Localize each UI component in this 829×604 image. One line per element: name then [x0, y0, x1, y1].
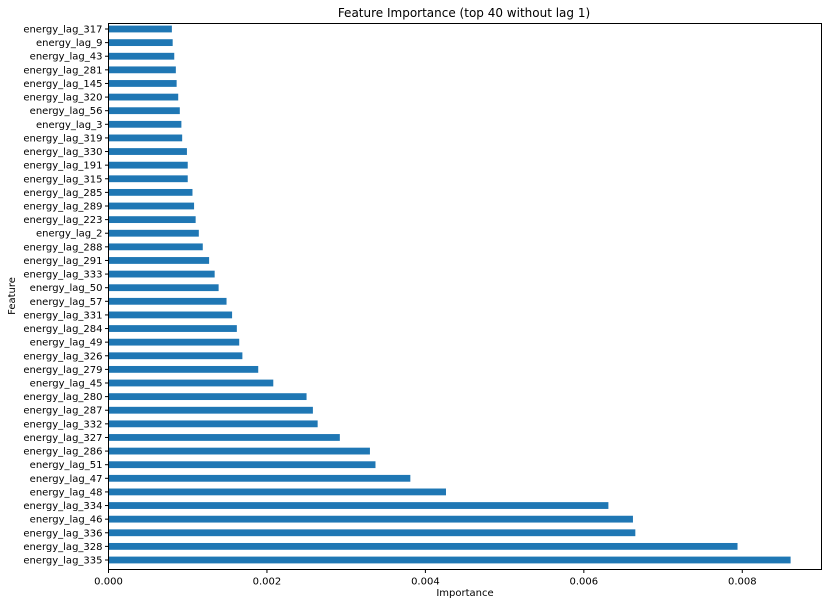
- bar-energy-lag-285: [108, 188, 193, 196]
- bar-energy-lag-336: [108, 529, 636, 537]
- chart-title: Feature Importance (top 40 without lag 1…: [338, 6, 590, 20]
- x-tick-label: 0.004: [411, 577, 440, 588]
- bar-energy-lag-287: [108, 406, 313, 414]
- bar-energy-lag-43: [108, 52, 175, 60]
- bar-energy-lag-326: [108, 352, 243, 360]
- bar-energy-lag-284: [108, 325, 237, 332]
- bar-energy-lag-46: [108, 515, 633, 523]
- y-tick-label: energy_lag_191: [23, 161, 102, 172]
- bar-energy-lag-334: [108, 502, 609, 509]
- y-tick-label: energy_lag_51: [30, 460, 103, 471]
- bar-energy-lag-288: [108, 243, 203, 251]
- bar-energy-lag-50: [108, 284, 219, 292]
- y-tick-label: energy_lag_145: [23, 79, 102, 90]
- y-tick-label: energy_lag_320: [23, 93, 102, 104]
- y-tick-label: energy_lag_287: [23, 406, 102, 417]
- y-axis-ticks: energy_lag_335 energy_lag_328 energy_lag_3…: [23, 25, 109, 567]
- y-tick-label: energy_lag_335: [23, 556, 102, 567]
- y-tick-label: energy_lag_285: [23, 188, 102, 199]
- y-tick-label: energy_lag_280: [23, 392, 102, 403]
- y-tick-label: energy_lag_49: [30, 338, 103, 349]
- y-tick-label: energy_lag_289: [23, 202, 102, 213]
- y-tick-label: energy_lag_291: [23, 256, 102, 267]
- y-tick-label: energy_lag_45: [30, 379, 103, 390]
- bar-energy-lag-317: [108, 25, 172, 33]
- bar-energy-lag-319: [108, 134, 183, 142]
- y-tick-label: energy_lag_279: [23, 365, 102, 376]
- y-tick-label: energy_lag_281: [23, 65, 102, 76]
- bar-energy-lag-191: [108, 161, 188, 169]
- y-tick-label: energy_lag_331: [23, 310, 102, 321]
- y-tick-label: energy_lag_326: [23, 351, 102, 362]
- y-tick-label: energy_lag_286: [23, 447, 102, 458]
- bar-energy-lag-335: [108, 556, 791, 564]
- y-tick-label: energy_lag_330: [23, 147, 102, 158]
- bar-energy-lag-320: [108, 93, 179, 101]
- y-tick-label: energy_lag_3: [36, 120, 102, 131]
- bar-energy-lag-331: [108, 311, 233, 319]
- y-tick-label: energy_lag_9: [36, 38, 102, 49]
- x-axis-ticks: 0.000 0.002 0.004 0.006 0.008: [94, 569, 757, 588]
- y-tick-label: energy_lag_319: [23, 133, 102, 144]
- bar-energy-lag-286: [108, 447, 370, 455]
- bar-energy-lag-281: [108, 66, 176, 74]
- x-tick-label: 0.006: [570, 577, 599, 588]
- y-tick-label: energy_lag_223: [23, 215, 102, 226]
- y-tick-label: energy_lag_50: [30, 283, 103, 294]
- bar-energy-lag-56: [108, 107, 180, 115]
- bar-energy-lag-49: [108, 338, 240, 346]
- plot-frame: [108, 23, 822, 570]
- y-tick-label: energy_lag_284: [23, 324, 102, 335]
- bar-energy-lag-47: [108, 474, 411, 482]
- x-tick-label: 0.002: [253, 577, 282, 588]
- bar-energy-lag-330: [108, 148, 187, 155]
- y-tick-label: energy_lag_288: [23, 242, 102, 253]
- bar-energy-lag-57: [108, 297, 227, 305]
- y-tick-label: energy_lag_328: [23, 542, 102, 553]
- x-tick-label: 0.008: [728, 577, 757, 588]
- bar-energy-lag-45: [108, 379, 274, 387]
- bar-energy-lag-328: [108, 542, 738, 550]
- bars-group: [108, 25, 791, 564]
- bar-energy-lag-289: [108, 202, 195, 210]
- bar-energy-lag-332: [108, 420, 318, 428]
- y-tick-label: energy_lag_317: [23, 25, 102, 36]
- y-tick-label: energy_lag_334: [23, 501, 102, 512]
- y-tick-label: energy_lag_315: [23, 174, 102, 185]
- y-tick-label: energy_lag_57: [30, 297, 103, 308]
- y-tick-label: energy_lag_46: [30, 515, 103, 526]
- bar-energy-lag-145: [108, 80, 177, 87]
- bar-energy-lag-291: [108, 257, 210, 264]
- bar-energy-lag-279: [108, 365, 259, 373]
- y-tick-label: energy_lag_56: [30, 106, 103, 117]
- bar-energy-lag-315: [108, 175, 188, 183]
- x-tick-label: 0.000: [94, 577, 123, 588]
- y-tick-label: energy_lag_43: [30, 52, 103, 63]
- y-tick-label: energy_lag_2: [36, 229, 102, 240]
- bar-energy-lag-223: [108, 216, 196, 224]
- bar-energy-lag-48: [108, 488, 446, 496]
- x-axis-title: Importance: [436, 588, 493, 599]
- bar-energy-lag-3: [108, 120, 182, 128]
- y-tick-label: energy_lag_48: [30, 487, 103, 498]
- bar-energy-lag-333: [108, 270, 215, 278]
- bar-energy-lag-9: [108, 39, 173, 47]
- bar-energy-lag-327: [108, 434, 340, 441]
- y-tick-label: energy_lag_333: [23, 270, 102, 281]
- y-tick-label: energy_lag_327: [23, 433, 102, 444]
- bar-energy-lag-2: [108, 229, 199, 237]
- y-tick-label: energy_lag_47: [30, 474, 103, 485]
- bar-energy-lag-280: [108, 393, 307, 401]
- y-tick-label: energy_lag_332: [23, 419, 102, 430]
- y-tick-label: energy_lag_336: [23, 528, 102, 539]
- y-axis-title: Feature: [7, 277, 18, 315]
- bar-energy-lag-51: [108, 461, 376, 469]
